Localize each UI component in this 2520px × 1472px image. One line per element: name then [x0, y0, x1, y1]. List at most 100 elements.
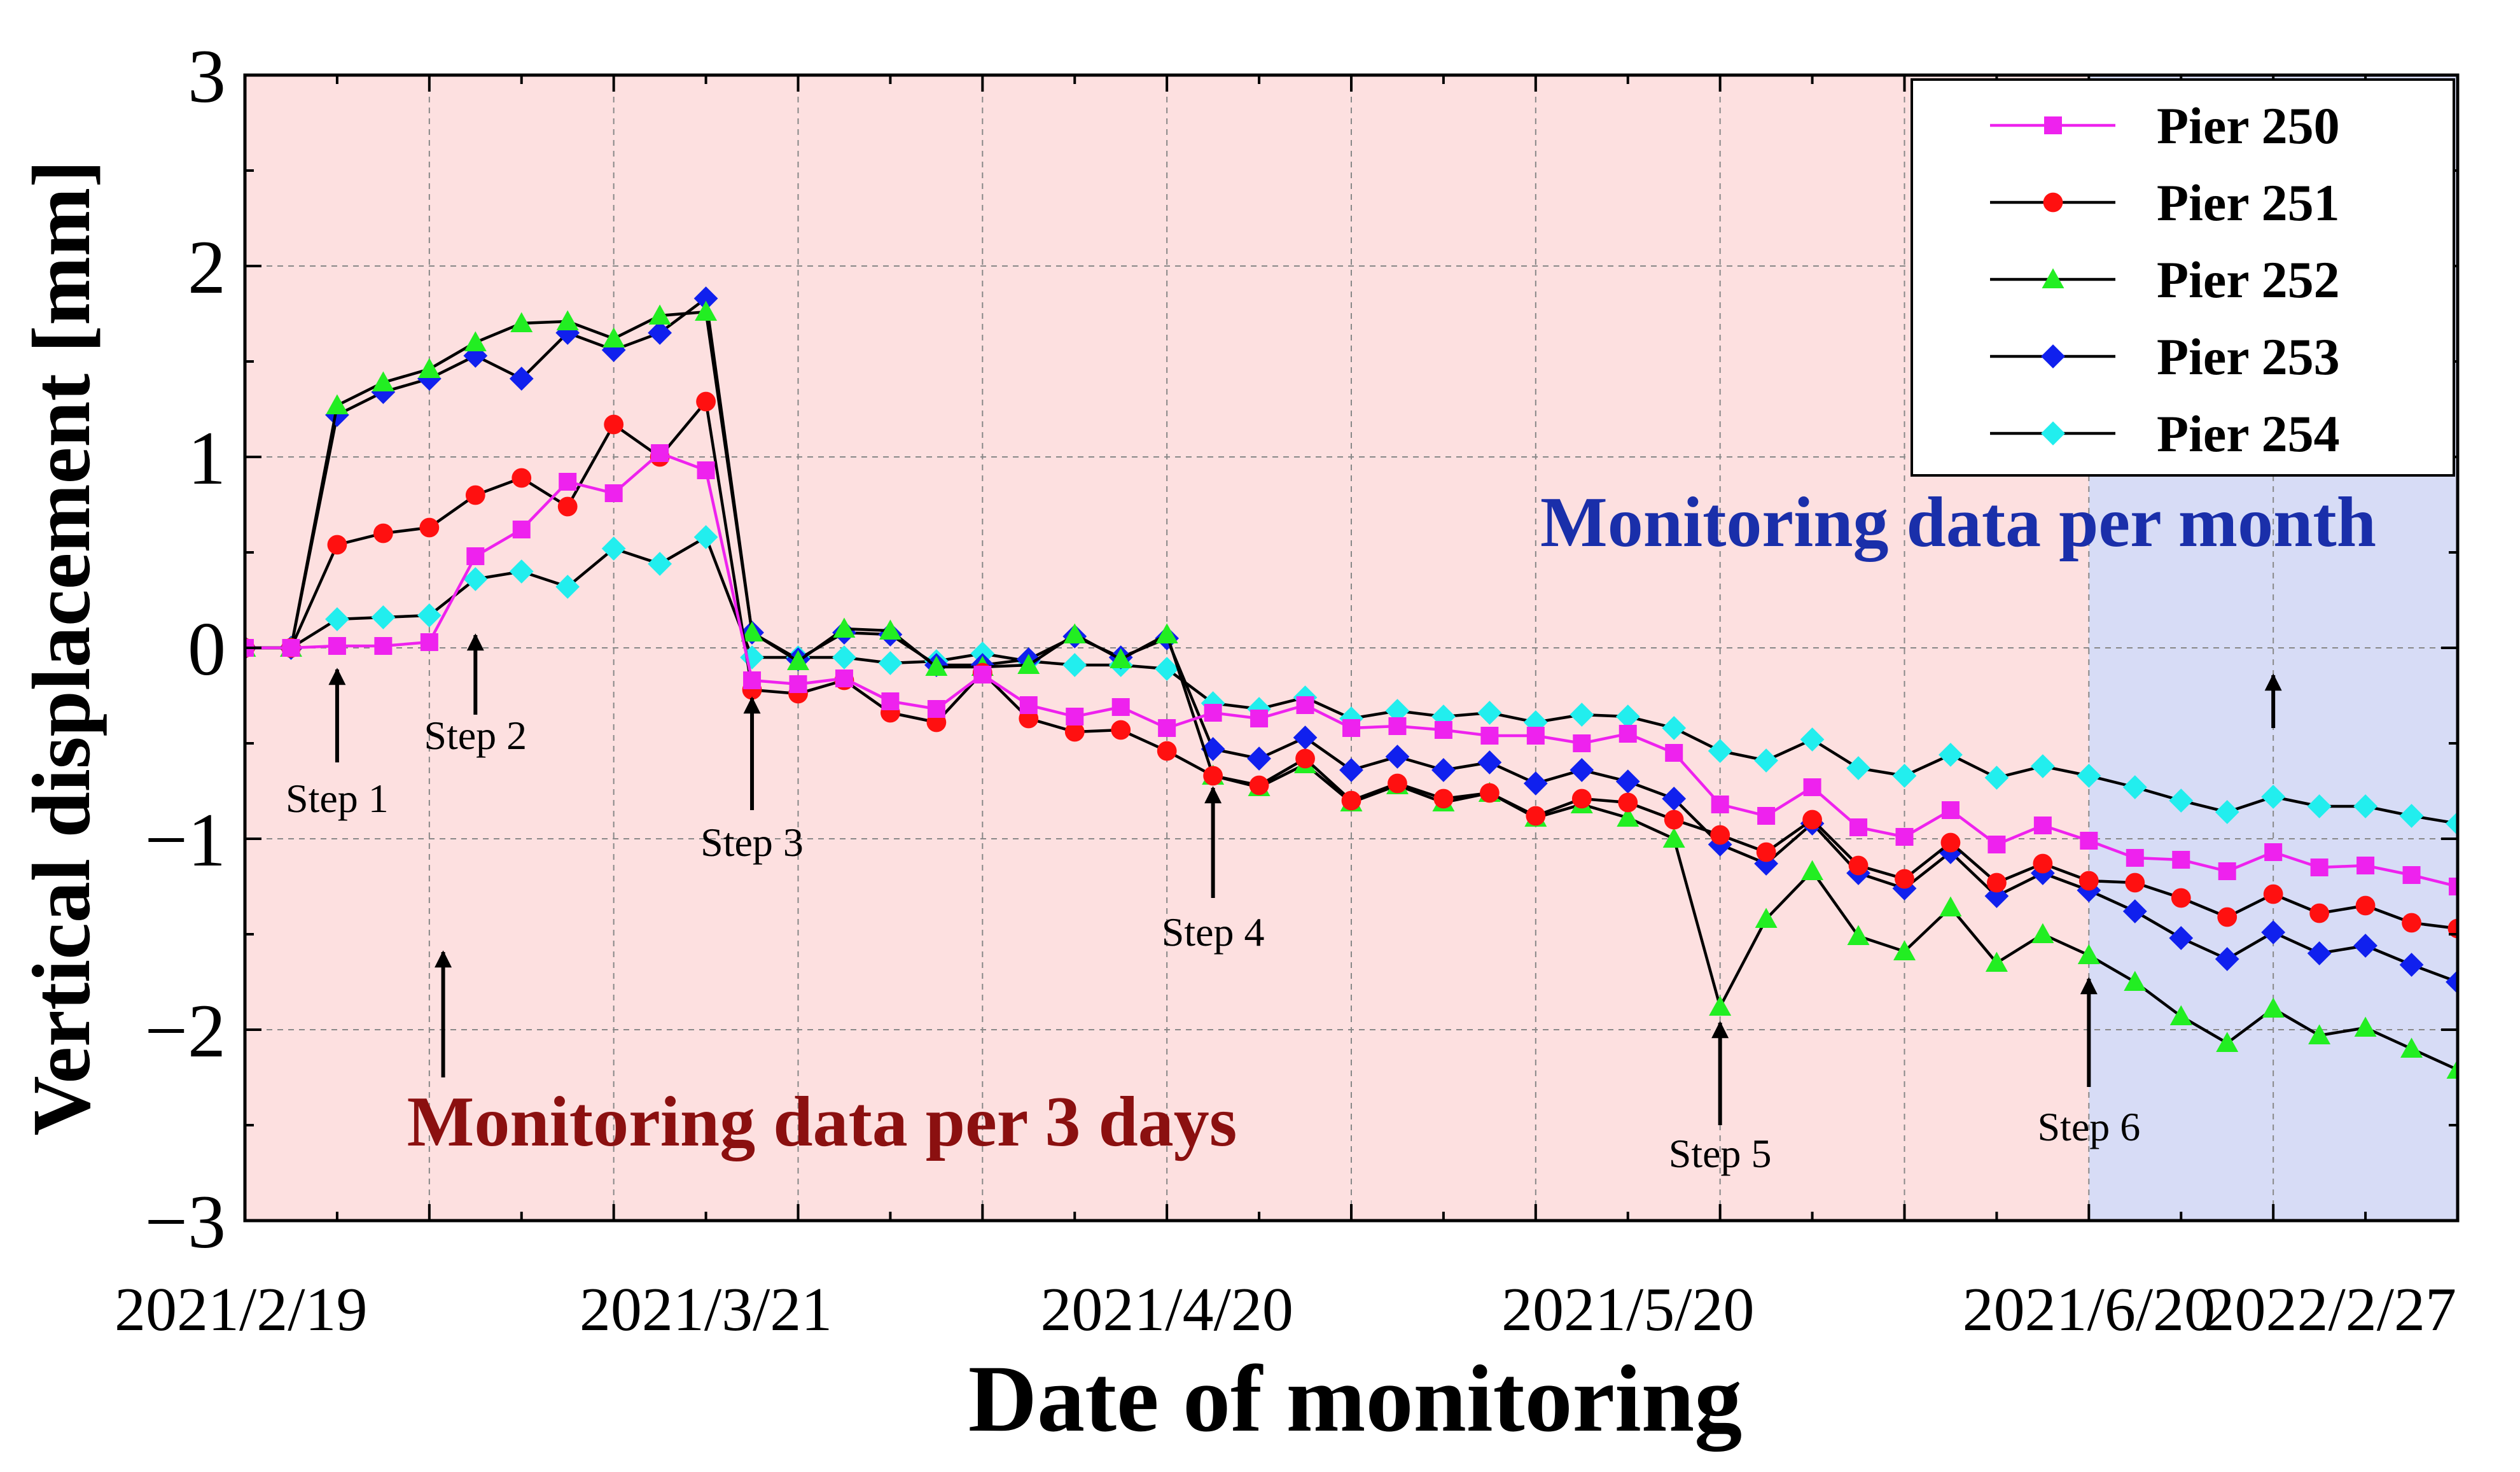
data-point-pier-252 — [1662, 827, 1685, 848]
data-point-pier-250 — [1434, 721, 1452, 739]
legend: Pier 250 Pier 251 Pier 252 Pier 253 Pier 254 — [1911, 78, 2455, 477]
legend-label: Pier 250 — [2157, 97, 2340, 155]
data-point-pier-254 — [1800, 727, 1825, 752]
data-point-pier-250 — [1158, 719, 1176, 737]
data-point-pier-252 — [510, 312, 533, 332]
data-point-pier-254 — [1385, 699, 1410, 723]
data-point-pier-251 — [1848, 855, 1869, 876]
data-point-pier-254 — [1477, 701, 1502, 725]
data-point-pier-253 — [1431, 758, 1456, 782]
data-point-pier-253 — [1247, 747, 1271, 771]
data-point-pier-253 — [2353, 934, 2377, 958]
data-point-pier-250 — [927, 700, 945, 718]
legend-item-pier-251: Pier 251 — [1990, 174, 2340, 232]
data-point-pier-252 — [2169, 1005, 2192, 1025]
data-point-pier-252 — [741, 621, 763, 641]
legend-item-pier-253: Pier 253 — [1990, 328, 2340, 386]
data-point-pier-254 — [2122, 775, 2147, 799]
legend-marker-pier-251 — [2043, 192, 2063, 213]
data-point-pier-251 — [2402, 913, 2421, 933]
data-point-pier-251 — [419, 517, 440, 538]
data-point-pier-252 — [556, 310, 579, 330]
data-point-pier-253 — [1615, 769, 1640, 794]
data-point-pier-254 — [1570, 703, 1594, 727]
data-point-pier-250 — [1757, 807, 1776, 825]
data-point-pier-251 — [557, 496, 578, 517]
data-point-pier-252 — [833, 617, 856, 638]
data-point-pier-252 — [326, 394, 349, 414]
legend-marker-pier-253 — [2041, 344, 2065, 368]
data-point-pier-250 — [2402, 866, 2421, 884]
data-point-pier-251 — [1295, 748, 1315, 769]
data-point-pier-251 — [1802, 810, 1822, 830]
data-point-pier-250 — [328, 637, 346, 655]
data-point-pier-252 — [372, 371, 394, 391]
data-point-pier-252 — [602, 327, 625, 347]
data-point-pier-250 — [835, 669, 853, 687]
data-point-pier-253 — [2446, 970, 2458, 994]
data-point-pier-251 — [1526, 806, 1546, 826]
data-point-pier-250 — [1941, 801, 1960, 819]
data-point-pier-253 — [509, 367, 534, 391]
data-point-pier-252 — [1801, 860, 1824, 880]
data-point-pier-252 — [648, 304, 671, 325]
data-point-pier-251 — [1618, 792, 1638, 813]
data-point-pier-250 — [2356, 857, 2375, 874]
legend-item-pier-254: Pier 254 — [1990, 405, 2340, 463]
data-point-pier-251 — [1987, 873, 2007, 893]
y-tick-label: −1 — [144, 797, 226, 882]
x-axis-title: Date of monitoring — [968, 1346, 1742, 1452]
data-point-pier-250 — [2033, 817, 2052, 834]
data-point-pier-252 — [1893, 940, 1916, 960]
y-tick-label: 1 — [188, 416, 226, 500]
data-point-pier-250 — [466, 547, 485, 565]
data-point-pier-250 — [1019, 696, 1038, 714]
y-tick-label: 2 — [188, 225, 226, 309]
data-point-pier-250 — [1342, 719, 1360, 737]
data-point-pier-251 — [1388, 773, 1407, 794]
data-point-pier-254 — [2215, 800, 2239, 824]
data-point-pier-254 — [2353, 794, 2377, 818]
data-point-pier-250 — [512, 521, 531, 538]
series-pier-250 — [245, 444, 2458, 895]
data-point-pier-252 — [2354, 1016, 2377, 1037]
data-point-pier-252 — [1939, 896, 1962, 916]
legend-item-pier-252: Pier 252 — [1990, 251, 2340, 309]
data-point-pier-250 — [1204, 704, 1222, 722]
data-point-pier-254 — [2169, 789, 2194, 813]
data-point-pier-250 — [1388, 717, 1407, 735]
data-point-pier-251 — [1895, 869, 1914, 889]
data-point-pier-254 — [1754, 748, 1779, 773]
data-point-pier-254 — [417, 603, 442, 627]
data-point-pier-253 — [2169, 926, 2194, 950]
data-point-pier-250 — [1573, 734, 1591, 752]
x-tick-label: 2021/2/19 — [115, 1275, 367, 1344]
data-point-pier-252 — [2124, 971, 2147, 991]
data-point-pier-250 — [1526, 727, 1545, 745]
data-point-pier-251 — [1664, 810, 1684, 830]
data-point-pier-252 — [418, 358, 441, 378]
data-point-pier-254 — [601, 536, 626, 561]
annotation-label: Step 1 — [286, 776, 389, 821]
data-point-pier-254 — [648, 552, 672, 576]
legend-marker-pier-252 — [2042, 268, 2064, 288]
x-tick-label: 2021/3/21 — [580, 1275, 832, 1344]
legend-box — [1911, 78, 2455, 477]
annotation-label: Step 6 — [2037, 1104, 2140, 1149]
data-point-pier-251 — [1571, 789, 1592, 809]
data-point-pier-254 — [2030, 754, 2055, 778]
data-point-pier-250 — [651, 444, 669, 462]
data-point-pier-254 — [1984, 766, 2009, 790]
data-point-pier-251 — [327, 535, 347, 555]
data-point-pier-254 — [1708, 739, 1732, 763]
data-point-pier-250 — [789, 675, 807, 693]
data-point-pier-253 — [2215, 947, 2239, 971]
data-point-pier-253 — [1385, 745, 1410, 769]
data-point-pier-252 — [2446, 1058, 2458, 1079]
data-point-pier-250 — [1296, 696, 1314, 714]
data-point-pier-250 — [2080, 832, 2098, 850]
data-point-pier-254 — [2399, 804, 2424, 828]
data-point-pier-251 — [465, 485, 485, 505]
data-point-pier-251 — [2125, 873, 2145, 893]
data-point-pier-254 — [693, 525, 718, 549]
